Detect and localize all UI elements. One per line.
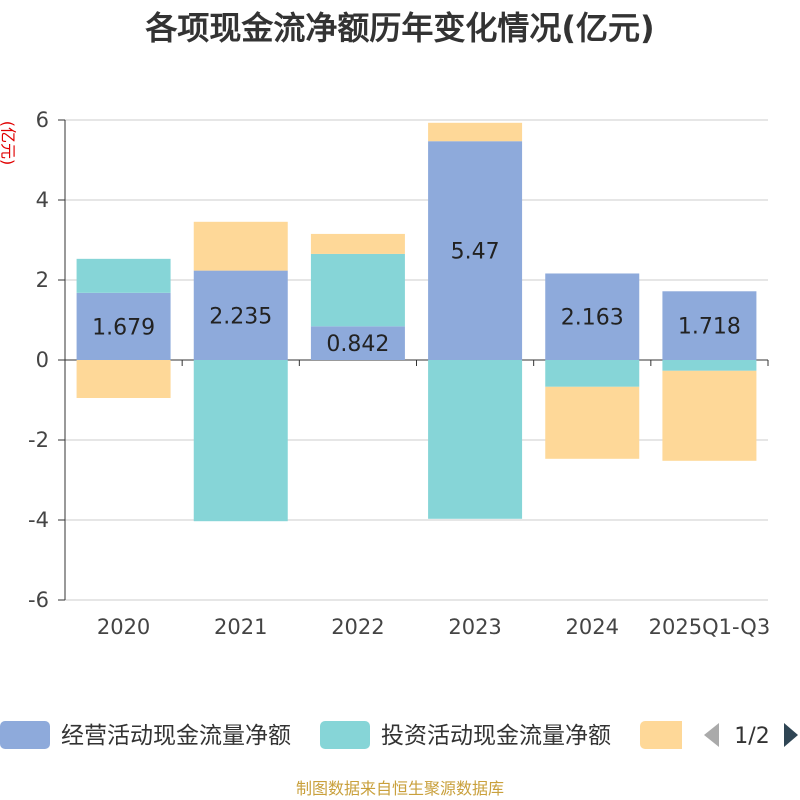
- data-label: 0.842: [326, 332, 389, 357]
- bar-series2-2022: [310, 253, 405, 327]
- legend: 经营活动现金流量净额 投资活动现金流量净额 1/2: [0, 721, 798, 749]
- bar-series3-2025Q1-Q3: [662, 370, 757, 461]
- triangle-right-icon[interactable]: [784, 723, 798, 747]
- bar-series2-2021: [193, 360, 288, 522]
- legend-swatch: [320, 721, 370, 749]
- plot-area: 6 4 2 0 -2 -4 -6 1.679 2.235 0.842 5.47 2.163 1.718 2…: [28, 108, 770, 639]
- y-tick-label: 2: [36, 268, 49, 292]
- bar-series2-2024: [545, 360, 640, 387]
- bar-series1-2023: [428, 141, 523, 360]
- legend-label: 经营活动现金流量净额: [61, 723, 291, 749]
- triangle-left-icon[interactable]: [704, 723, 719, 747]
- x-tick-label: 2022: [331, 615, 384, 639]
- x-tick-label: 2023: [448, 615, 501, 639]
- y-tick-label: 6: [36, 108, 49, 132]
- bar-series1-2022: [310, 326, 405, 360]
- bar-series2-2025Q1-Q3: [662, 360, 757, 371]
- legend-item-series-3[interactable]: [640, 721, 690, 749]
- bar-series2-2023: [428, 360, 523, 519]
- data-source-footer: 制图数据来自恒生聚源数据库: [296, 779, 504, 798]
- bar-series1-2024: [545, 273, 640, 360]
- y-tick-label: -2: [28, 428, 49, 452]
- bar-series3-2020: [76, 360, 171, 398]
- x-tick-label: 2021: [214, 615, 267, 639]
- y-axis-name: (亿元): [0, 121, 18, 166]
- bar-series1-2025Q1-Q3: [662, 291, 757, 360]
- legend-pagination: 1/2: [704, 723, 798, 749]
- legend-page-indicator: 1/2: [734, 724, 769, 749]
- bar-series2-2020: [76, 258, 171, 293]
- chart-title: 各项现金流净额历年变化情况(亿元): [145, 9, 654, 47]
- bar-series3-2022: [310, 233, 405, 254]
- y-tick-label: 4: [36, 188, 49, 212]
- x-tick-label: 2024: [566, 615, 619, 639]
- legend-swatch: [640, 721, 682, 749]
- legend-swatch: [0, 721, 50, 749]
- data-label: 2.235: [209, 304, 272, 329]
- y-tick-label: 0: [36, 348, 49, 372]
- bar-series1-2020: [76, 292, 171, 360]
- legend-label: 投资活动现金流量净额: [381, 723, 611, 749]
- data-label: 1.679: [92, 315, 155, 340]
- bar-series1-2021: [193, 270, 288, 360]
- data-label: 1.718: [678, 315, 741, 340]
- bar-series3-2023: [428, 122, 523, 142]
- legend-item-investing-cash-flow[interactable]: 投资活动现金流量净额: [320, 721, 611, 749]
- bar-series3-2024: [545, 386, 640, 459]
- x-tick-label: 2025Q1-Q3: [649, 615, 771, 639]
- bar-series3-2021: [193, 221, 288, 271]
- data-label: 2.163: [561, 306, 624, 331]
- x-tick-label: 2020: [97, 615, 150, 639]
- data-label: 5.47: [451, 240, 500, 265]
- legend-item-operating-cash-flow[interactable]: 经营活动现金流量净额: [0, 721, 291, 749]
- y-tick-label: -6: [28, 588, 49, 612]
- y-tick-label: -4: [28, 508, 49, 532]
